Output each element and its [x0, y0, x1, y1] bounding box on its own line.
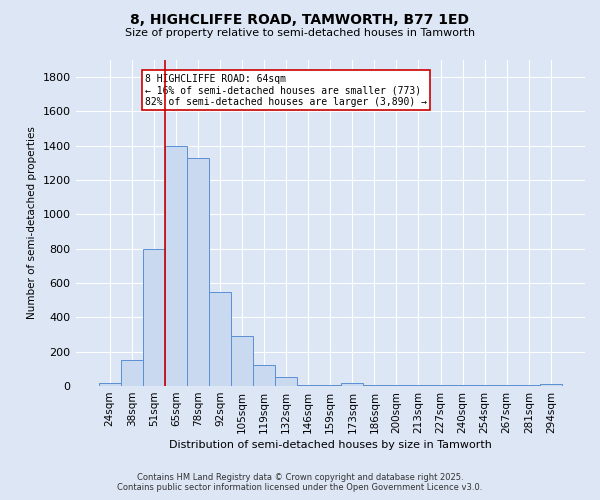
Text: 8 HIGHCLIFFE ROAD: 64sqm
← 16% of semi-detached houses are smaller (773)
82% of : 8 HIGHCLIFFE ROAD: 64sqm ← 16% of semi-d…	[145, 74, 427, 107]
Text: Contains HM Land Registry data © Crown copyright and database right 2025.
Contai: Contains HM Land Registry data © Crown c…	[118, 473, 482, 492]
Bar	[187, 158, 209, 386]
Bar	[209, 292, 231, 386]
Bar	[143, 249, 165, 386]
X-axis label: Distribution of semi-detached houses by size in Tamworth: Distribution of semi-detached houses by …	[169, 440, 492, 450]
Bar	[540, 384, 562, 386]
Bar	[121, 360, 143, 386]
Bar	[165, 146, 187, 386]
Bar	[430, 385, 452, 386]
Bar	[98, 384, 121, 386]
Bar	[385, 385, 407, 386]
Bar	[319, 385, 341, 386]
Text: Size of property relative to semi-detached houses in Tamworth: Size of property relative to semi-detach…	[125, 28, 475, 38]
Bar	[364, 385, 385, 386]
Y-axis label: Number of semi-detached properties: Number of semi-detached properties	[27, 126, 37, 320]
Bar	[231, 336, 253, 386]
Text: 8, HIGHCLIFFE ROAD, TAMWORTH, B77 1ED: 8, HIGHCLIFFE ROAD, TAMWORTH, B77 1ED	[131, 12, 470, 26]
Bar	[518, 385, 540, 386]
Bar	[496, 385, 518, 386]
Bar	[407, 385, 430, 386]
Bar	[297, 385, 319, 386]
Bar	[473, 385, 496, 386]
Bar	[253, 366, 275, 386]
Bar	[452, 385, 473, 386]
Bar	[341, 382, 364, 386]
Bar	[275, 378, 297, 386]
